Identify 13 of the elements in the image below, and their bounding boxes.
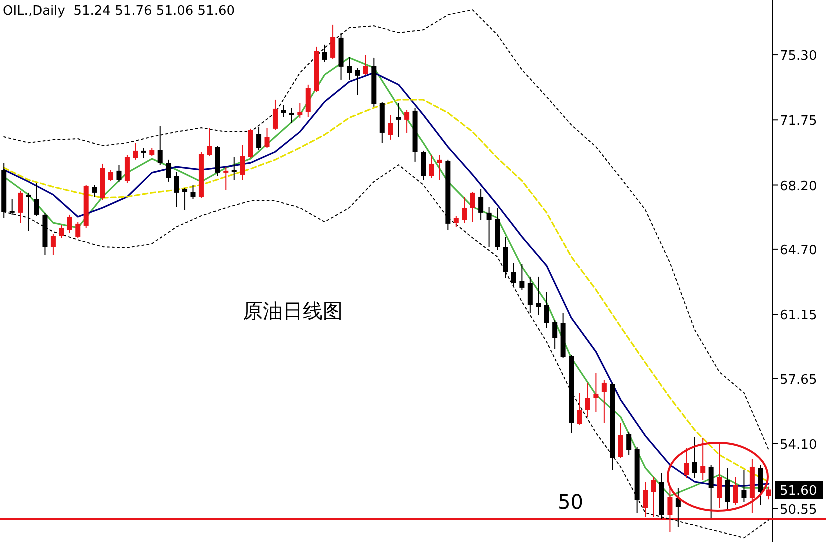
ref-line-label: 50 <box>558 490 584 514</box>
chart-title: OIL.,Daily 51.24 51.76 51.06 51.60 <box>3 4 235 19</box>
y-tick-label: 50.55 <box>780 502 818 518</box>
ref-line: 50 <box>0 490 773 520</box>
price-tag: 51.60 <box>775 481 823 499</box>
annotation: 原油日线图 <box>243 299 343 323</box>
y-tick-label: 61.15 <box>780 308 818 324</box>
y-tick-label: 68.20 <box>780 179 818 194</box>
y-tick-label: 54.10 <box>780 438 818 453</box>
y-tick-label: 57.65 <box>780 372 818 388</box>
y-tick-label: 75.30 <box>780 49 818 64</box>
y-tick-label: 64.70 <box>780 243 818 258</box>
y-tick-label: 71.75 <box>780 114 818 130</box>
